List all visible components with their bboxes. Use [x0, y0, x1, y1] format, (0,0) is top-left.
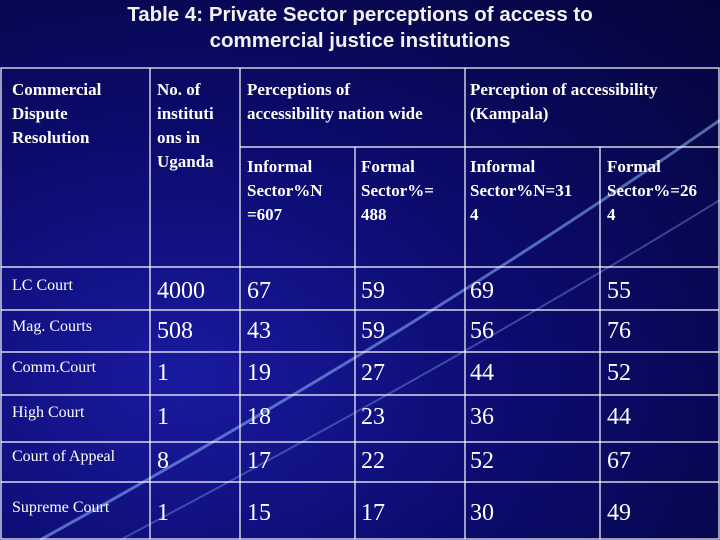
table-grid: [0, 67, 720, 540]
slide-title: Table 4: Private Sector perceptions of a…: [0, 2, 720, 54]
table-cell: 52: [607, 360, 631, 386]
table-cell: 18: [247, 404, 271, 430]
title-line-2: commercial justice institutions: [209, 29, 511, 52]
table-cell: 4000: [157, 278, 205, 304]
header-kampala-perceptions: Perception of accessibility (Kampala): [470, 80, 658, 123]
row-label-court-of-appeal: Court of Appeal: [12, 448, 116, 465]
table-cell: 1: [157, 404, 169, 430]
table-cell: 67: [247, 278, 271, 304]
header-nationwide-perceptions: Perceptions of accessibility nation wide: [247, 80, 423, 123]
table-cell: 23: [361, 404, 385, 430]
table-cell: 67: [607, 448, 631, 474]
table-cell: 1: [157, 360, 169, 386]
table-cell: 30: [470, 500, 494, 526]
header-informal-nationwide: Informal Sector%N =607: [247, 157, 323, 224]
table-cell: 59: [361, 278, 385, 304]
table-cell: 22: [361, 448, 385, 474]
table-cell: 76: [607, 318, 631, 344]
header-formal-nationwide: Formal Sector%= 488: [361, 157, 434, 224]
title-line-1: Table 4: Private Sector perceptions of a…: [127, 3, 593, 26]
table-cell: 15: [247, 500, 271, 526]
row-label-lc-court: LC Court: [12, 277, 73, 294]
table-cell: 43: [247, 318, 271, 344]
row-label-comm-court: Comm.Court: [12, 359, 97, 376]
row-label-mag-courts: Mag. Courts: [12, 318, 92, 335]
row-label-supreme-court: Supreme Court: [12, 499, 110, 516]
header-formal-kampala: Formal Sector%=26 4: [607, 157, 697, 224]
table-cell: 44: [607, 404, 631, 430]
table-cell: 17: [361, 500, 385, 526]
table-cell: 17: [247, 448, 271, 474]
table-cell: 56: [470, 318, 494, 344]
table-cell: 1: [157, 500, 169, 526]
table-cell: 508: [157, 318, 193, 344]
table-cell: 8: [157, 448, 169, 474]
header-commercial-dispute-resolution: Commercial Dispute Resolution: [12, 80, 102, 147]
perceptions-table: Commercial Dispute Resolution No. of ins…: [0, 67, 720, 540]
table-cell: 19: [247, 360, 271, 386]
table-cell: 49: [607, 500, 631, 526]
header-informal-kampala: Informal Sector%N=31 4: [470, 157, 573, 224]
table-cell: 69: [470, 278, 494, 304]
header-no-of-institutions: No. of instituti ons in Uganda: [157, 80, 214, 171]
table-cell: 59: [361, 318, 385, 344]
table-cell: 55: [607, 278, 631, 304]
row-label-high-court: High Court: [12, 404, 85, 421]
table-cell: 36: [470, 404, 494, 430]
table-cell: 52: [470, 448, 494, 474]
table-cell: 44: [470, 360, 494, 386]
table-cell: 27: [361, 360, 385, 386]
